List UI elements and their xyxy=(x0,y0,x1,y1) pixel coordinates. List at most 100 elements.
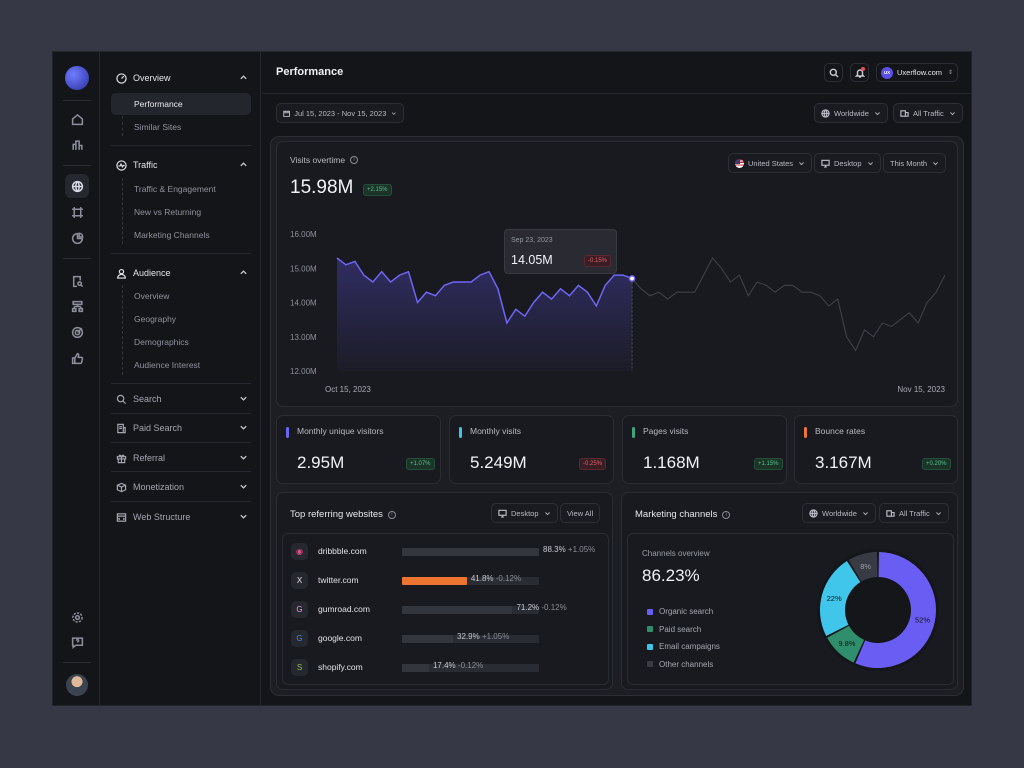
sidebar-section-traffic[interactable]: Traffic xyxy=(115,156,249,174)
referring-row[interactable]: ◉ dribbble.com 88.3% +1.05% xyxy=(291,541,601,563)
search-button[interactable] xyxy=(824,63,843,82)
sidebar-item-demographics[interactable]: Demographics xyxy=(134,337,189,347)
marketing-region-select[interactable]: Worldwide xyxy=(802,503,876,523)
sidebar-section-referral[interactable]: Referral xyxy=(115,449,249,467)
help-icon[interactable] xyxy=(67,632,87,652)
referring-bar-track xyxy=(402,606,539,614)
series-line-remaining xyxy=(631,257,946,352)
sidebar-section-monetization[interactable]: Monetization xyxy=(115,478,249,496)
visits-line-chart[interactable]: 16.00M 15.00M 14.00M 13.00M 12.00M Oct 15, 2… xyxy=(277,142,959,408)
referring-site-name: google.com xyxy=(318,633,362,643)
kpi-color-bar xyxy=(459,427,462,438)
globe-icon[interactable] xyxy=(65,174,89,198)
referring-site-name: dribbble.com xyxy=(318,546,367,556)
chevron-down-icon xyxy=(862,511,868,515)
legend-label: Organic search xyxy=(659,607,714,616)
sitemap-icon[interactable] xyxy=(67,296,87,316)
main-content: Performance UX Uxerflow.com ⇕ Jul 15, 20… xyxy=(262,52,971,705)
period-select[interactable]: This Month xyxy=(883,153,947,173)
sidebar-item-geography[interactable]: Geography xyxy=(134,314,177,324)
sidebar-item-similar-sites[interactable]: Similar Sites xyxy=(134,122,182,132)
referring-site-name: shopify.com xyxy=(318,662,363,672)
sidebar-section-web-structure[interactable]: Web Structure xyxy=(115,508,249,526)
pie-chart-icon[interactable] xyxy=(67,228,87,248)
brand-logo[interactable] xyxy=(65,66,89,90)
info-icon[interactable]: i xyxy=(350,156,359,164)
visits-change-badge: +2.15% xyxy=(363,184,392,196)
marketing-traffic-select[interactable]: All Traffic xyxy=(879,503,949,523)
search-icon xyxy=(115,393,127,405)
sidebar-section-label: Traffic xyxy=(133,160,158,170)
legend-swatch xyxy=(647,626,653,632)
traffic-value: All Traffic xyxy=(899,508,930,518)
notifications-button[interactable] xyxy=(850,63,869,82)
hover-point[interactable] xyxy=(628,275,636,282)
visits-title-row: Visits overtime i xyxy=(290,155,359,165)
y-axis-tick-label: 13.00M xyxy=(290,333,317,342)
donut-slice[interactable] xyxy=(855,552,936,668)
legend-item: Email campaigns xyxy=(647,642,720,651)
rail-divider xyxy=(63,662,91,663)
sidebar-section-audience[interactable]: Audience xyxy=(115,264,249,282)
kpi-change-badge: -0.25% xyxy=(579,458,607,470)
referring-site-name: gumroad.com xyxy=(318,604,370,614)
bar-chart-icon[interactable] xyxy=(67,135,87,155)
donut-slice[interactable] xyxy=(848,552,878,582)
donut-slice-label: 22% xyxy=(827,594,842,603)
home-icon[interactable] xyxy=(67,109,87,129)
info-icon[interactable]: i xyxy=(387,510,396,519)
channels-donut-chart[interactable]: 52% 9.8% 22% 8% xyxy=(813,545,943,675)
sidebar-item-performance[interactable]: Performance xyxy=(111,93,251,115)
sidebar-divider xyxy=(111,413,251,414)
legend-item: Paid search xyxy=(647,625,701,634)
traffic-value: All Traffic xyxy=(913,108,944,118)
date-range-picker[interactable]: Jul 15, 2023 - Nov 15, 2023 xyxy=(276,103,404,123)
target-icon[interactable] xyxy=(67,322,87,342)
region-select[interactable]: Worldwide xyxy=(814,103,888,123)
sidebar-section-search[interactable]: Search xyxy=(115,390,249,408)
page-title: Performance xyxy=(276,66,344,78)
info-icon[interactable]: i xyxy=(722,510,731,519)
account-switcher[interactable]: UX Uxerflow.com ⇕ xyxy=(876,63,958,82)
y-axis-tick-label: 16.00M xyxy=(290,230,317,239)
traffic-icon xyxy=(886,509,895,517)
referring-pct-value: 41.8% xyxy=(470,574,494,583)
frame-icon[interactable] xyxy=(67,202,87,222)
document-search-icon[interactable] xyxy=(67,271,87,291)
donut-slice[interactable] xyxy=(827,625,865,663)
legend-label: Other channels xyxy=(659,659,714,669)
chevron-down-icon xyxy=(239,482,249,492)
device-select[interactable]: Desktop xyxy=(814,153,881,173)
view-all-button[interactable]: View All xyxy=(560,503,601,523)
tree-line xyxy=(122,116,123,136)
user-avatar[interactable] xyxy=(66,674,88,696)
sidebar-item-audience-overview[interactable]: Overview xyxy=(134,291,170,301)
country-select[interactable]: United States xyxy=(728,153,813,173)
sidebar: Overview Performance Similar Sites Traff… xyxy=(101,52,261,705)
kpi-value: 3.167M xyxy=(815,453,872,472)
traffic-select[interactable]: All Traffic xyxy=(893,103,963,123)
referring-percentage: 88.3% +1.05% xyxy=(543,545,595,554)
sidebar-item-new-vs-returning[interactable]: New vs Returning xyxy=(134,207,202,217)
thumbs-up-icon[interactable] xyxy=(67,348,87,368)
kpi-label: Monthly unique visitors xyxy=(297,426,384,436)
referring-device-select[interactable]: Desktop xyxy=(491,503,558,523)
sidebar-section-overview[interactable]: Overview xyxy=(115,69,249,87)
settings-icon[interactable] xyxy=(67,607,87,627)
sidebar-item-marketing-channels[interactable]: Marketing Channels xyxy=(134,230,210,240)
marketing-channels-card: Marketing channels i Worldwide All Traff… xyxy=(621,492,958,690)
sidebar-section-paid-search[interactable]: Paid Search xyxy=(115,419,249,437)
chevron-down-icon xyxy=(935,511,941,515)
y-axis: 16.00M 15.00M 14.00M 13.00M 12.00M xyxy=(290,230,317,376)
referring-percentage: 32.9% +1.05% xyxy=(457,632,509,641)
donut-slice[interactable] xyxy=(820,561,861,637)
sidebar-item-audience-interest[interactable]: Audience Interest xyxy=(134,360,201,370)
sidebar-item-traffic-engagement[interactable]: Traffic & Engagement xyxy=(134,184,216,194)
tree-line xyxy=(122,178,123,244)
kpi-label: Pages visits xyxy=(643,426,689,436)
